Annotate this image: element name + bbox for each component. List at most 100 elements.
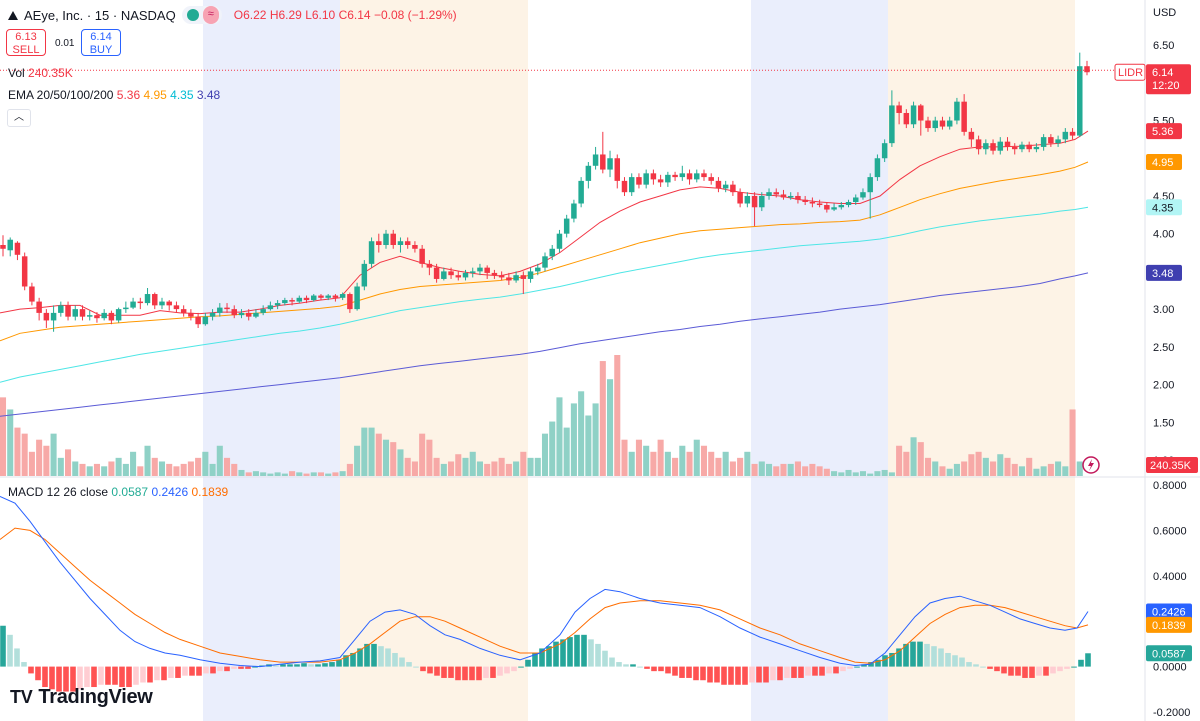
- volume-bar: [946, 468, 953, 476]
- volume-bar: [607, 379, 614, 476]
- candle-body: [910, 105, 917, 125]
- volume-bar: [440, 463, 447, 476]
- macd-histogram-bar: [882, 655, 888, 667]
- candle-body: [180, 309, 187, 313]
- macd-histogram-bar: [1001, 666, 1007, 674]
- candle-body: [939, 120, 946, 127]
- symbol-title[interactable]: AEye, Inc. · 15 · NASDAQ: [24, 7, 176, 23]
- macd-histogram-bar: [763, 666, 769, 683]
- volume-bar: [614, 355, 621, 476]
- currency-label: USD: [1153, 7, 1176, 19]
- volume-bar: [180, 463, 187, 476]
- candle-body: [665, 174, 671, 183]
- macd-legend[interactable]: MACD 12 26 close 0.0587 0.2426 0.1839: [8, 485, 228, 499]
- volume-bar: [354, 445, 361, 476]
- macd-histogram-bar: [441, 666, 447, 678]
- volume-bar: [404, 457, 411, 476]
- macd-histogram-bar: [203, 666, 209, 674]
- volume-bar: [65, 449, 72, 476]
- candle-body: [245, 312, 252, 317]
- market-status[interactable]: ≈: [181, 6, 222, 24]
- macd-histogram-bar: [119, 666, 125, 688]
- macd-histogram-bar: [0, 625, 6, 667]
- candle-body: [412, 245, 418, 249]
- candle-body: [14, 242, 21, 255]
- macd-histogram-bar: [546, 646, 552, 667]
- volume-bar: [881, 469, 888, 476]
- volume-bar: [520, 451, 527, 476]
- macd-histogram-bar: [693, 666, 699, 681]
- macd-histogram-bar: [833, 666, 839, 674]
- macd-histogram-bar: [70, 666, 76, 692]
- candle-body: [549, 248, 555, 257]
- macd-histogram-bar: [952, 655, 958, 667]
- candle-body: [520, 275, 527, 279]
- collapse-legend-button[interactable]: ︿: [7, 109, 31, 127]
- volume-bar: [433, 457, 440, 476]
- candle-body: [43, 312, 50, 321]
- macd-histogram-bar: [910, 641, 916, 667]
- macd-histogram-bar: [749, 666, 755, 683]
- candle-body: [397, 241, 404, 245]
- volume-bar: [484, 463, 491, 476]
- volume-bar: [274, 472, 281, 476]
- volume-bar: [722, 451, 729, 476]
- macd-histogram-bar: [42, 666, 48, 688]
- close-value: C6.14: [338, 8, 371, 22]
- volume-legend[interactable]: Vol 240.35K: [8, 66, 73, 80]
- volume-bar: [101, 466, 108, 476]
- macd-histogram-bar: [112, 666, 118, 685]
- buy-button[interactable]: 6.14 BUY: [81, 29, 121, 56]
- volume-bar: [411, 461, 418, 476]
- candle-body: [433, 267, 440, 279]
- volume-bar: [476, 461, 483, 476]
- candle-body: [701, 173, 707, 178]
- candle-body: [621, 180, 628, 193]
- macd-histogram-bar: [1029, 666, 1035, 678]
- tradingview-logo[interactable]: TV TradingView: [10, 686, 153, 709]
- ema200-line: [0, 272, 1089, 417]
- macd-histogram-bar: [1015, 666, 1021, 676]
- volume-bar: [79, 463, 86, 476]
- candle-body: [737, 192, 743, 204]
- volume-bar: [700, 445, 708, 476]
- volume-bar: [0, 397, 7, 476]
- macd-histogram-bar: [1022, 666, 1028, 678]
- candle-body: [79, 309, 86, 317]
- volume-bar: [556, 397, 563, 476]
- volume-bar: [874, 471, 881, 476]
- volume-bar: [888, 472, 895, 476]
- candle-body: [1004, 141, 1011, 147]
- candle-body: [303, 297, 310, 301]
- macd-axis-value-2: 0.0587: [1152, 648, 1186, 660]
- candle-body: [845, 202, 852, 206]
- macd-histogram-bar: [553, 641, 559, 667]
- candle-body: [166, 301, 172, 306]
- sell-button[interactable]: 6.13 SELL: [6, 29, 46, 56]
- volume-bar: [809, 463, 816, 476]
- macd-histogram-bar: [238, 666, 244, 669]
- candle-body: [961, 101, 967, 132]
- candle-body: [954, 101, 960, 121]
- macd-histogram-bar: [819, 666, 825, 676]
- volume-bar: [563, 427, 570, 476]
- volume-bar: [997, 454, 1004, 476]
- volume-bar: [1076, 461, 1083, 476]
- volume-bar: [1018, 466, 1025, 476]
- volume-bar: [216, 445, 223, 476]
- ticker-tag: [1114, 63, 1146, 81]
- macd-histogram-bar: [875, 659, 881, 667]
- volume-bar: [223, 457, 231, 476]
- volume-legend-label: Vol: [8, 66, 25, 80]
- ema100-axis-value: 4.35: [1152, 202, 1173, 214]
- candle-body: [853, 197, 859, 202]
- candle-body: [1062, 131, 1069, 140]
- volume-bar: [802, 466, 809, 476]
- volume-bar: [137, 466, 144, 476]
- macd-histogram-bar: [315, 664, 321, 667]
- ema-legend[interactable]: EMA 20/50/100/200 5.36 4.95 4.35 3.48: [8, 88, 220, 102]
- macd-histogram-bar: [721, 666, 727, 685]
- macd-histogram-bar: [364, 643, 370, 667]
- macd-axis-tag-1: [1146, 616, 1192, 633]
- macd-histogram-bar: [854, 666, 860, 668]
